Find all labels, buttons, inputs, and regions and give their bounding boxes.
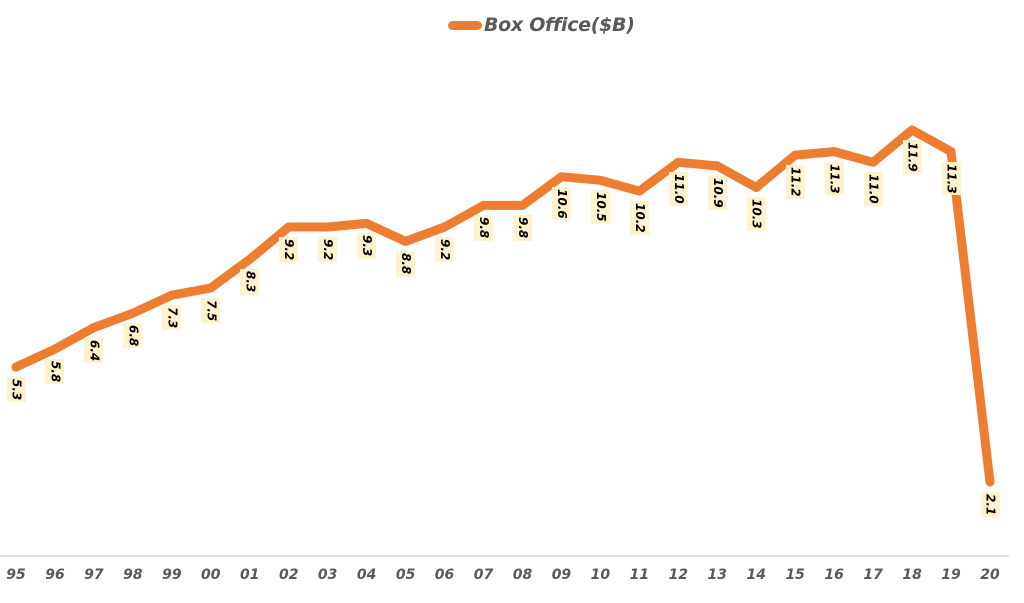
legend: Box Office($B) xyxy=(448,14,635,36)
legend-label: Box Office($B) xyxy=(484,14,635,36)
x-tick-label: 03 xyxy=(317,567,338,583)
x-tick-label: 18 xyxy=(902,567,922,583)
data-label: 6.8 xyxy=(123,323,143,349)
x-tick-label: 95 xyxy=(6,567,26,583)
x-tick-label: 00 xyxy=(201,567,221,583)
x-tick-label: 08 xyxy=(512,567,533,583)
x-tick-label: 97 xyxy=(84,567,104,583)
data-label: 11.9 xyxy=(902,140,922,174)
data-label: 5.8 xyxy=(45,359,65,385)
legend-swatch-icon xyxy=(448,20,482,30)
data-label: 2.1 xyxy=(980,492,1000,518)
box-office-line xyxy=(11,125,995,487)
x-tick-label: 04 xyxy=(356,567,377,583)
data-label: 11.3 xyxy=(941,161,961,196)
x-tick-label: 99 xyxy=(162,567,182,583)
x-tick-label: 05 xyxy=(395,567,416,583)
x-tick-label: 19 xyxy=(941,567,961,583)
x-tick-label: 09 xyxy=(551,567,572,583)
x-tick-label: 20 xyxy=(980,567,1000,583)
x-tick-label: 96 xyxy=(45,567,65,583)
data-label: 11.2 xyxy=(785,165,805,199)
x-tick-label: 11 xyxy=(629,567,650,583)
data-label: 9.8 xyxy=(474,215,494,241)
x-tick-label: 15 xyxy=(785,567,805,583)
data-label: 9.2 xyxy=(318,236,338,263)
x-tick-label: 06 xyxy=(434,567,455,583)
data-label: 7.5 xyxy=(201,298,221,324)
x-tick-label: 10 xyxy=(590,567,611,583)
x-tick-label: 02 xyxy=(278,567,299,583)
x-tick-label: 01 xyxy=(240,567,260,583)
x-tick-label: 16 xyxy=(824,567,844,583)
data-label: 11.3 xyxy=(824,161,844,196)
data-label: 8.8 xyxy=(396,251,416,277)
data-label: 9.3 xyxy=(357,233,377,259)
data-label: 10.9 xyxy=(707,175,727,210)
data-label: 8.3 xyxy=(240,269,260,295)
data-label: 10.3 xyxy=(746,197,766,232)
data-label: 6.4 xyxy=(84,337,104,363)
data-label: 7.3 xyxy=(162,305,182,331)
x-tick-label: 17 xyxy=(863,567,883,583)
data-label: 5.3 xyxy=(6,377,26,403)
data-label: 9.8 xyxy=(512,215,532,241)
data-label: 9.2 xyxy=(435,236,455,263)
data-label: 11.0 xyxy=(668,172,688,206)
x-tick-label: 13 xyxy=(707,567,727,583)
data-label: 9.2 xyxy=(279,236,299,263)
data-label: 10.6 xyxy=(551,186,571,221)
data-label: 10.2 xyxy=(629,201,649,235)
data-label: 11.0 xyxy=(863,172,883,206)
x-tick-label: 98 xyxy=(123,567,143,583)
x-tick-label: 07 xyxy=(473,567,494,583)
x-tick-label: 12 xyxy=(668,567,689,583)
x-tick-label: 14 xyxy=(746,567,766,583)
data-label: 10.5 xyxy=(590,190,610,224)
